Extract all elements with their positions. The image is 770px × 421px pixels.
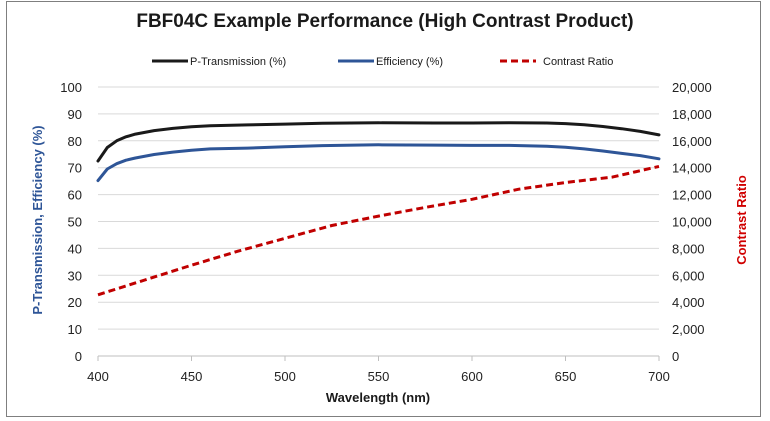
y2-tick-label: 18,000 xyxy=(672,107,712,122)
x-tick-label: 450 xyxy=(181,369,203,384)
x-tick-label: 700 xyxy=(648,369,670,384)
chart-frame xyxy=(6,1,761,417)
x-axis-title: Wavelength (nm) xyxy=(326,390,430,405)
y2-tick-label: 4,000 xyxy=(672,295,705,310)
legend-label-contrast-ratio: Contrast Ratio xyxy=(543,56,613,68)
y2-tick-label: 16,000 xyxy=(672,134,712,149)
y-tick-label: 40 xyxy=(68,241,82,256)
x-axis-ticks: 400 450 500 550 600 650 700 xyxy=(87,356,670,384)
chart-title: FBF04C Example Performance (High Contras… xyxy=(136,11,633,32)
y-tick-label: 60 xyxy=(68,188,82,203)
y-tick-label: 30 xyxy=(68,268,82,283)
series-line-efficiency xyxy=(96,143,661,183)
gridlines xyxy=(98,86,659,357)
y2-tick-label: 20,000 xyxy=(672,80,712,95)
y2-axis-title: Contrast Ratio xyxy=(734,175,749,265)
legend-label-efficiency: Efficiency (%) xyxy=(376,56,443,68)
legend-label-p-transmission: P-Transmission (%) xyxy=(190,56,286,68)
y-tick-label: 100 xyxy=(60,80,82,95)
y-axis-title: P-Transmission, Efficiency (%) xyxy=(30,125,45,314)
y-tick-label: 50 xyxy=(68,215,82,230)
x-tick-label: 650 xyxy=(555,369,577,384)
y-tick-label: 10 xyxy=(68,322,82,337)
y2-tick-label: 10,000 xyxy=(672,215,712,230)
y-tick-label: 90 xyxy=(68,107,82,122)
x-tick-label: 550 xyxy=(368,369,390,384)
series-line-contrast-ratio xyxy=(97,164,660,297)
y-tick-label: 70 xyxy=(68,161,82,176)
series-lines xyxy=(96,121,661,297)
y2-tick-label: 12,000 xyxy=(672,188,712,203)
series-line-p-transmission xyxy=(96,121,661,163)
x-tick-label: 400 xyxy=(87,369,109,384)
y2-tick-label: 6,000 xyxy=(672,268,705,283)
y-tick-label: 20 xyxy=(68,295,82,310)
y2-tick-label: 14,000 xyxy=(672,161,712,176)
y2-axis-ticks: 0 2,000 4,000 6,000 8,000 10,000 12,000 14,000 1… xyxy=(672,80,712,364)
x-tick-label: 600 xyxy=(461,369,483,384)
x-tick-label: 500 xyxy=(274,369,296,384)
y-tick-label: 80 xyxy=(68,134,82,149)
y2-tick-label: 2,000 xyxy=(672,322,705,337)
y-axis-ticks: 0 10 20 30 40 50 60 70 80 90 100 xyxy=(60,80,82,364)
y2-tick-label: 8,000 xyxy=(672,241,705,256)
y2-tick-label: 0 xyxy=(672,349,679,364)
legend: P-Transmission (%) Efficiency (%) Contra… xyxy=(152,56,613,68)
y-tick-label: 0 xyxy=(75,349,82,364)
